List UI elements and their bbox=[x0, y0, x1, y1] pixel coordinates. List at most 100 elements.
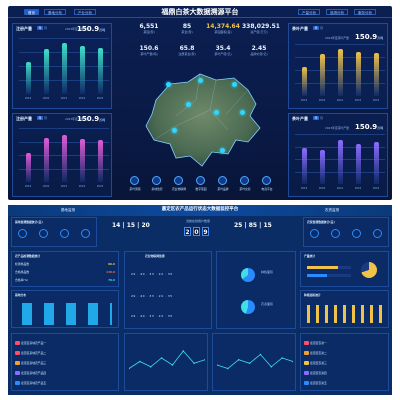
page-title: 福鼎白茶大数据溯源平台 bbox=[161, 8, 239, 16]
map-pin-icon[interactable] bbox=[186, 102, 191, 107]
icon-label: 数字茶园 bbox=[195, 187, 207, 191]
series-line bbox=[217, 353, 293, 369]
map-pin-icon[interactable] bbox=[172, 128, 177, 133]
list-badge bbox=[15, 381, 20, 385]
list-badge bbox=[304, 371, 309, 375]
map-pin-icon[interactable] bbox=[166, 82, 171, 87]
line-chart-panel-1 bbox=[124, 333, 208, 391]
list-item[interactable]: 嘉定区农资四 bbox=[304, 370, 385, 376]
tab-home[interactable]: 首页 bbox=[24, 9, 39, 15]
tab-material-monitor[interactable]: 农资监测 bbox=[324, 208, 340, 212]
iot-icon[interactable] bbox=[174, 176, 183, 185]
year-toggle[interactable]: 年 月 bbox=[313, 26, 323, 30]
stat-tea-gardens: 6,551 茶园(家) bbox=[139, 23, 159, 34]
trade-icon[interactable] bbox=[240, 176, 249, 185]
icon-label: 基地监控 bbox=[151, 187, 163, 191]
counter-digit: 9 bbox=[202, 227, 209, 236]
clock-right: 25 | 85 | 15 bbox=[234, 222, 272, 229]
pie-panel: 种植面积 农资面积 bbox=[216, 251, 296, 329]
list-badge bbox=[15, 361, 20, 365]
progress-bar bbox=[307, 274, 351, 277]
x-tick-label: 2020 bbox=[318, 99, 326, 102]
x-tick-label: 2023 bbox=[372, 187, 380, 190]
material-list-panel: 嘉定区农资一 嘉定区农资二 嘉定区农资三 嘉定区农资四 嘉定区农资五 bbox=[300, 333, 389, 391]
x-tick-label: 2019 bbox=[300, 99, 308, 102]
x-tick-label: 2019 bbox=[24, 97, 32, 100]
top-header: 首页 基地分布 产业分析 福鼎白茶大数据溯源平台 产量分析 追溯分析 服务分析 bbox=[8, 6, 392, 18]
tab-yield-analysis[interactable]: 产量分析 bbox=[298, 9, 320, 15]
trace-icon[interactable] bbox=[130, 176, 139, 185]
tab-service-analysis[interactable]: 服务分析 bbox=[354, 9, 376, 15]
chart-bar bbox=[319, 54, 325, 96]
list-item[interactable]: 嘉定区基地农产品二 bbox=[15, 350, 115, 356]
x-tick-label: 2019 bbox=[300, 187, 308, 190]
pie-chart bbox=[241, 300, 255, 314]
kpi-row: 检测样品数 80.6 bbox=[15, 262, 115, 266]
kpi-row: 合格样品数 138.8 bbox=[15, 270, 115, 274]
list-item[interactable]: 嘉定区基地农产品三 bbox=[15, 360, 115, 366]
tab-trace-analysis[interactable]: 追溯分析 bbox=[326, 9, 348, 15]
list-item[interactable]: 嘉定区基地农产品一 bbox=[15, 340, 115, 346]
tab-industry-analysis[interactable]: 产业分析 bbox=[74, 9, 96, 15]
map-pin-icon[interactable] bbox=[198, 78, 203, 83]
chart-bar bbox=[43, 137, 49, 182]
tab-base-distribution[interactable]: 基地分布 bbox=[44, 9, 66, 15]
year-toggle[interactable]: 年 月 bbox=[313, 116, 323, 120]
map-pin-icon[interactable] bbox=[214, 110, 219, 115]
bar-chart: 2019 2020 2021 2022 2023 bbox=[295, 44, 385, 102]
chart-bar bbox=[337, 48, 343, 96]
year-toggle[interactable]: 年 月 bbox=[37, 26, 47, 30]
chart-bar bbox=[61, 43, 67, 94]
chart-bar bbox=[373, 142, 379, 184]
brand-icon[interactable] bbox=[218, 176, 227, 185]
chart-bar bbox=[79, 46, 85, 94]
data-point bbox=[217, 364, 218, 366]
ring-icon bbox=[373, 229, 382, 238]
stat-tea-yield: 150.6 茶叶产量(吨) bbox=[139, 45, 159, 56]
data-point bbox=[270, 365, 273, 368]
list-item[interactable]: 嘉定区农资五 bbox=[304, 380, 385, 386]
chart-bar bbox=[25, 152, 31, 182]
region-map[interactable] bbox=[136, 70, 270, 172]
ring-icon bbox=[18, 229, 27, 238]
chart-bar bbox=[25, 62, 31, 94]
icon-label: 茶叶交易 bbox=[239, 187, 251, 191]
chart-bar bbox=[373, 53, 379, 96]
x-tick-label: 2022 bbox=[78, 97, 86, 100]
map-pin-icon[interactable] bbox=[220, 148, 225, 153]
ecommerce-icon[interactable] bbox=[262, 176, 271, 185]
ring-icon bbox=[331, 229, 340, 238]
ring-icon bbox=[60, 229, 69, 238]
icon-label: 茶叶品牌 bbox=[217, 187, 229, 191]
panel-title: 基地分布 bbox=[15, 293, 27, 297]
data-point bbox=[204, 358, 205, 361]
chart-bar bbox=[79, 138, 85, 182]
list-item[interactable]: 嘉定区基地农产品四 bbox=[15, 370, 115, 376]
monitor-icon[interactable] bbox=[152, 176, 161, 185]
map-pin-icon[interactable] bbox=[240, 110, 245, 115]
card-title: 农资监测数据统计(亩) bbox=[307, 220, 335, 224]
list-badge bbox=[15, 341, 20, 345]
chart-bar bbox=[97, 48, 103, 94]
data-point bbox=[237, 358, 240, 361]
tab-base-monitor[interactable]: 基地监测 bbox=[60, 208, 76, 212]
feature-icons-row: 茶叶溯源 基地监控 农业物联网 数字茶园 茶叶品牌 茶叶交易 电商平台 bbox=[124, 176, 282, 196]
map-pin-icon[interactable] bbox=[232, 82, 237, 87]
ring-icon bbox=[81, 229, 90, 238]
list-item[interactable]: 嘉定区农资二 bbox=[304, 350, 385, 356]
base-stat-card: 基地监测数据统计(亩) bbox=[11, 217, 97, 247]
stat-registered-companies: 65.8 注册茶企(家) bbox=[178, 45, 196, 56]
data-point bbox=[149, 365, 152, 368]
list-item[interactable]: 嘉定区农资一 bbox=[304, 340, 385, 346]
kpi-row: 合格率(%) 78.6 bbox=[15, 278, 115, 282]
icon-label: 农业物联网 bbox=[172, 187, 186, 191]
list-item[interactable]: 嘉定区基地农产品五 bbox=[15, 380, 115, 386]
year-toggle[interactable]: 年 月 bbox=[37, 116, 47, 120]
list-badge bbox=[15, 371, 20, 375]
main-value: 150.9万吨 bbox=[355, 123, 384, 131]
icon-label: 电商平台 bbox=[261, 187, 273, 191]
data-point bbox=[129, 367, 130, 370]
list-item[interactable]: 嘉定区农资三 bbox=[304, 360, 385, 366]
garden-icon[interactable] bbox=[196, 176, 205, 185]
bar-chart: 2019 2020 2021 2022 2023 bbox=[19, 128, 109, 188]
